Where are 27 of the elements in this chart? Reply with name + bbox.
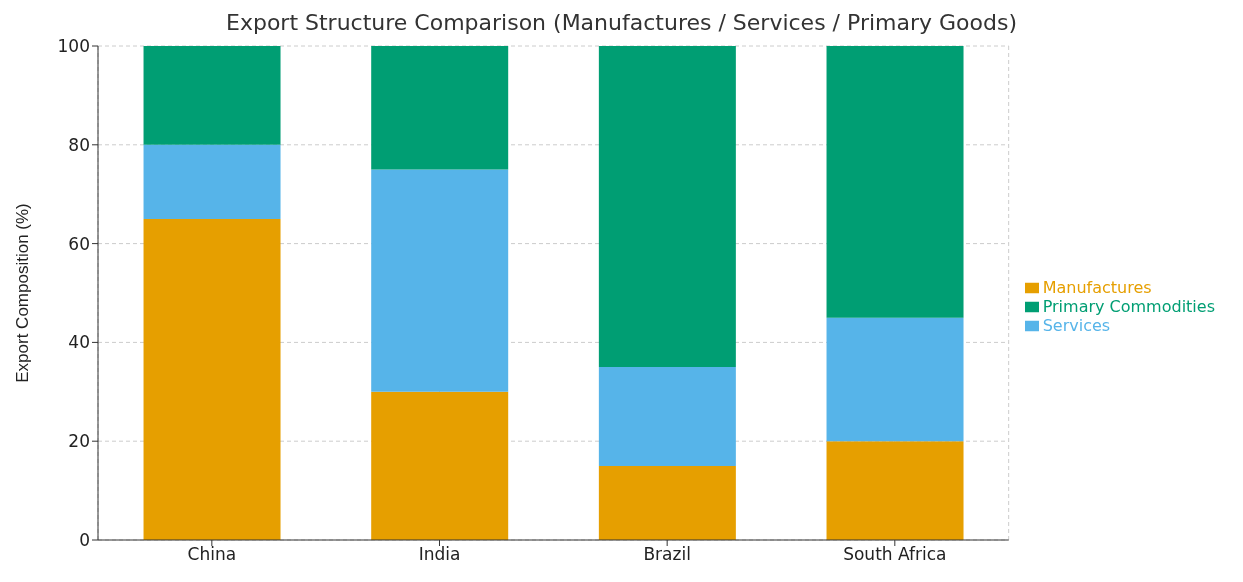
bar <box>598 465 736 540</box>
y-tick-label: 0 <box>79 530 90 551</box>
x-tick-label: Brazil <box>643 544 691 565</box>
bar <box>143 46 281 145</box>
x-tick-label: China <box>187 544 237 565</box>
x-tick-label: India <box>418 544 461 565</box>
bar <box>143 218 281 540</box>
bar <box>371 169 509 392</box>
legend-label: Primary Commodities <box>1042 296 1215 316</box>
bar <box>826 46 964 318</box>
legend-label: Services <box>1042 315 1111 335</box>
bar <box>598 46 736 368</box>
bar <box>826 317 964 442</box>
y-tick-label: 80 <box>68 134 90 155</box>
chart-title: Export Structure Comparison (Manufactures / Services / Primary Goods) <box>225 9 1018 37</box>
bar <box>371 391 509 540</box>
bar <box>371 46 509 170</box>
y-tick-label: 100 <box>57 36 90 57</box>
bar <box>598 367 736 466</box>
y-axis-title: Export Composition (%) <box>13 203 33 383</box>
legend-label: Manufactures <box>1042 277 1152 297</box>
bar <box>143 144 281 219</box>
y-tick-label: 20 <box>68 431 90 452</box>
y-tick-label: 60 <box>68 233 90 254</box>
bar <box>826 441 964 540</box>
y-tick-label: 40 <box>68 332 90 353</box>
x-tick-label: South Africa <box>843 544 947 565</box>
